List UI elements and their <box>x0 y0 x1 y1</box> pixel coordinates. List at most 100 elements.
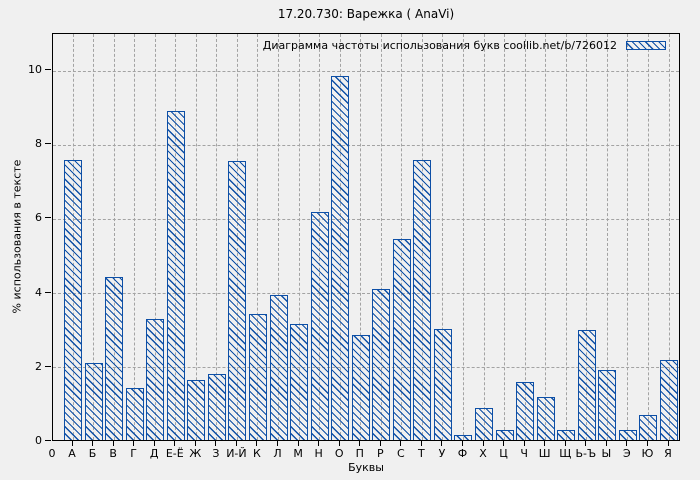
x-tick <box>441 441 443 446</box>
x-tick <box>605 441 607 446</box>
x-tick-label: Ф <box>457 447 468 460</box>
y-tick <box>45 365 51 367</box>
x-tick <box>297 441 299 446</box>
x-tick-label: А <box>68 447 76 460</box>
gridline-v <box>647 34 649 440</box>
x-tick-label: Ч <box>520 447 528 460</box>
x-tick-label: Ц <box>499 447 508 460</box>
x-tick <box>153 441 155 446</box>
gridline-v <box>195 34 197 440</box>
y-tick <box>45 143 51 145</box>
x-tick-label: Щ <box>559 447 572 460</box>
x-tick <box>503 441 505 446</box>
x-tick-label: В <box>109 447 117 460</box>
x-tick-label: Ю <box>641 447 654 460</box>
bar-О <box>331 75 350 440</box>
x-tick-label: Х <box>479 447 487 460</box>
y-tick-label: 2 <box>35 359 42 373</box>
gridline-h <box>53 293 679 295</box>
x-tick <box>626 441 628 446</box>
x-tick <box>461 441 463 446</box>
bar-И-Й <box>228 161 247 440</box>
gridline-v <box>360 34 362 440</box>
x-tick <box>379 441 381 446</box>
x-tick <box>194 441 196 446</box>
bar-З <box>207 373 226 440</box>
gridline-v <box>504 34 506 440</box>
x-tick <box>71 441 73 446</box>
bar-Ш <box>536 396 555 440</box>
x-tick <box>482 441 484 446</box>
gridline-v <box>113 34 115 440</box>
legend: Диаграмма частоты использования букв coo… <box>263 39 666 52</box>
x-tick <box>544 441 546 446</box>
bar-П <box>351 335 370 440</box>
x-tick <box>400 441 402 446</box>
x-tick-label: З <box>212 447 220 460</box>
bar-Г <box>125 388 144 440</box>
bar-Ы <box>598 369 617 440</box>
bar-Э <box>618 430 637 440</box>
x-tick-label: Ш <box>538 447 551 460</box>
gridline-v <box>668 34 670 440</box>
x-tick <box>174 441 176 446</box>
plot-area: Диаграмма частоты использования букв coo… <box>52 33 680 441</box>
y-tick-label: 8 <box>35 137 42 151</box>
x-tick <box>646 441 648 446</box>
bar-К <box>248 313 267 440</box>
x-tick-label: П <box>355 447 364 460</box>
gridline-h <box>53 218 679 220</box>
x-tick-label: Р <box>376 447 384 460</box>
gridline-v <box>483 34 485 440</box>
x-origin-label: 0 <box>48 447 56 460</box>
bar-Ч <box>516 381 535 440</box>
x-tick-label: У <box>438 447 446 460</box>
x-tick-label: Э <box>623 447 631 460</box>
gridline-h <box>53 144 679 146</box>
gridline-v <box>401 34 403 440</box>
x-tick <box>523 441 525 446</box>
x-tick <box>235 441 237 446</box>
x-tick-label: Н <box>314 447 323 460</box>
x-tick-label: Г <box>130 447 137 460</box>
bar-А <box>64 160 82 440</box>
bar-Ф <box>454 434 473 440</box>
x-tick <box>112 441 114 446</box>
gridline-v <box>134 34 136 440</box>
x-tick-label: О <box>334 447 344 460</box>
x-tick-label: Ь-Ъ <box>575 447 597 460</box>
y-tick <box>45 291 51 293</box>
gridline-v <box>462 34 464 440</box>
gridline-v <box>586 34 588 440</box>
bar-Ж <box>187 379 206 440</box>
x-tick <box>318 441 320 446</box>
x-tick-label: Л <box>273 447 282 460</box>
x-tick-label: Ы <box>601 447 612 460</box>
x-tick-label: Ж <box>189 447 202 460</box>
y-tick <box>45 69 51 71</box>
gridline-v <box>278 34 280 440</box>
y-tick <box>45 440 51 441</box>
x-tick <box>667 441 669 446</box>
bar-В <box>105 276 124 440</box>
x-tick <box>338 441 340 446</box>
x-tick <box>420 441 422 446</box>
x-axis-title: Буквы <box>348 461 384 474</box>
gridline-v <box>606 34 608 440</box>
bar-Л <box>269 295 288 440</box>
x-tick-label: Я <box>664 447 672 460</box>
x-tick-label: С <box>396 447 405 460</box>
x-tick <box>215 441 217 446</box>
bar-Н <box>310 211 329 440</box>
x-tick <box>277 441 279 446</box>
gridline-v <box>524 34 526 440</box>
gridline-v <box>93 34 95 440</box>
x-tick-label: М <box>293 447 303 460</box>
y-tick-label: 10 <box>28 63 42 77</box>
bar-Ю <box>639 414 658 440</box>
y-tick-label: 4 <box>35 285 42 299</box>
bar-Б <box>84 362 103 440</box>
x-tick <box>256 441 258 446</box>
x-tick <box>564 441 566 446</box>
legend-swatch-icon <box>626 41 666 50</box>
